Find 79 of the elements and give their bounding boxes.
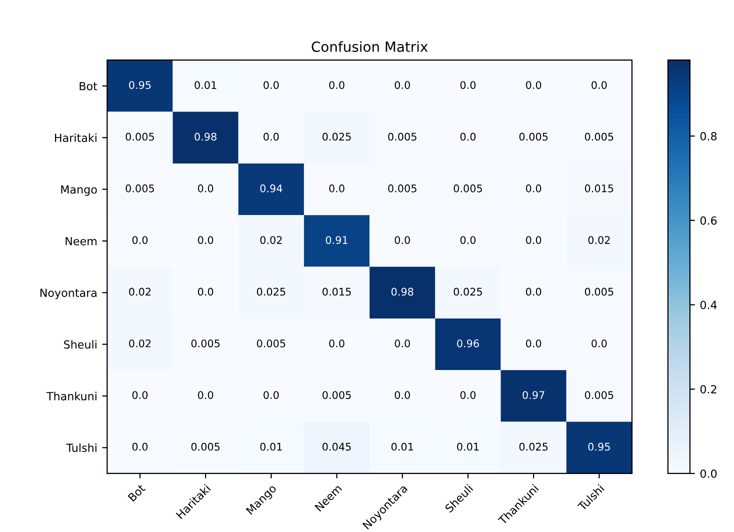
data-label: 0.01 [391, 442, 414, 451]
data-label: 0.0 [592, 339, 607, 348]
data-label: 0.0 [460, 81, 476, 89]
data-label: 0.02 [588, 236, 610, 244]
data-label: 0.0 [460, 391, 476, 399]
data-label: 0.005 [584, 288, 614, 296]
data-label: 0.0 [132, 391, 148, 399]
data-label: 0.005 [191, 442, 220, 451]
y-tick-label: Thankuni [46, 392, 96, 400]
data-label: 0.0 [329, 339, 344, 348]
y-tick-label: Neem [66, 237, 96, 246]
data-label: 0.005 [388, 184, 416, 192]
data-label: 0.005 [388, 132, 416, 141]
color-bar-label: 0.6 [700, 216, 717, 225]
data-label: 0.01 [194, 81, 216, 89]
data-label: 0.0 [526, 339, 542, 348]
data-label: 0.91 [326, 236, 348, 244]
data-label: 0.0 [394, 391, 410, 399]
data-label: 0.005 [126, 132, 154, 141]
data-label: 0.025 [256, 288, 286, 296]
data-label: 0.0 [264, 132, 279, 141]
y-tick-label: Noyontara [40, 288, 96, 300]
x-tick-label: Bot [128, 484, 146, 502]
data-label: 0.0 [198, 391, 214, 399]
data-label: 0.0 [132, 442, 148, 451]
y-tick-label: Bot [80, 82, 98, 90]
y-tick-label: Sheuli [64, 340, 96, 349]
data-label: 0.015 [322, 288, 351, 296]
data-label: 0.025 [322, 132, 351, 141]
data-label: 0.005 [584, 132, 614, 141]
y-tick-label: Haritaki [55, 133, 96, 142]
data-label: 0.005 [519, 132, 548, 141]
data-label: 0.0 [198, 184, 214, 192]
data-label: 0.0 [198, 236, 214, 244]
data-label: 0.0 [526, 184, 542, 192]
data-label: 0.0 [394, 339, 410, 348]
color-bar-label: 0.4 [700, 300, 717, 310]
data-label: 0.005 [126, 184, 154, 192]
data-label: 0.005 [584, 391, 614, 399]
data-label: 0.94 [260, 184, 282, 192]
data-label: 0.015 [584, 184, 614, 192]
data-label: 0.98 [391, 288, 414, 296]
data-label: 0.0 [329, 81, 344, 89]
color-bar-label: 0.0 [700, 469, 717, 478]
data-label: 0.95 [588, 442, 610, 451]
data-label: 0.025 [454, 288, 482, 296]
data-label: 0.0 [526, 81, 542, 89]
y-tick-label: Mango [61, 185, 97, 196]
data-label: 0.0 [264, 391, 279, 399]
data-label: 0.0 [526, 236, 542, 244]
data-label: 0.98 [194, 132, 216, 141]
data-label: 0.0 [329, 184, 344, 192]
data-label: 0.005 [191, 339, 220, 348]
data-label: 0.0 [198, 288, 214, 296]
data-label: 0.0 [592, 81, 607, 89]
data-label: 0.01 [260, 442, 282, 451]
data-label: 0.01 [457, 442, 479, 451]
color-bar-label: 0.2 [700, 385, 716, 394]
data-label: 0.0 [394, 81, 410, 89]
data-label: 0.0 [264, 81, 279, 89]
data-label: 0.02 [260, 236, 282, 244]
data-label: 0.02 [129, 288, 151, 296]
color-bar-label: 0.8 [700, 132, 717, 140]
y-tick-label: Tulshi [66, 443, 96, 452]
data-label: 0.0 [132, 236, 148, 244]
data-label: 0.0 [394, 236, 410, 244]
data-label: 0.95 [129, 81, 151, 89]
data-label: 0.025 [519, 442, 548, 451]
data-label: 0.02 [129, 339, 151, 348]
data-label: 0.0 [460, 236, 476, 244]
data-label: 0.97 [522, 391, 544, 399]
data-label: 0.005 [322, 391, 351, 399]
data-label: 0.005 [256, 339, 286, 348]
data-label: 0.045 [322, 442, 351, 451]
data-label: 0.005 [454, 184, 482, 192]
chart-title: Confusion Matrix [312, 41, 428, 52]
data-label: 0.0 [460, 132, 476, 141]
data-label: 0.0 [526, 288, 542, 296]
data-label: 0.96 [457, 339, 479, 348]
